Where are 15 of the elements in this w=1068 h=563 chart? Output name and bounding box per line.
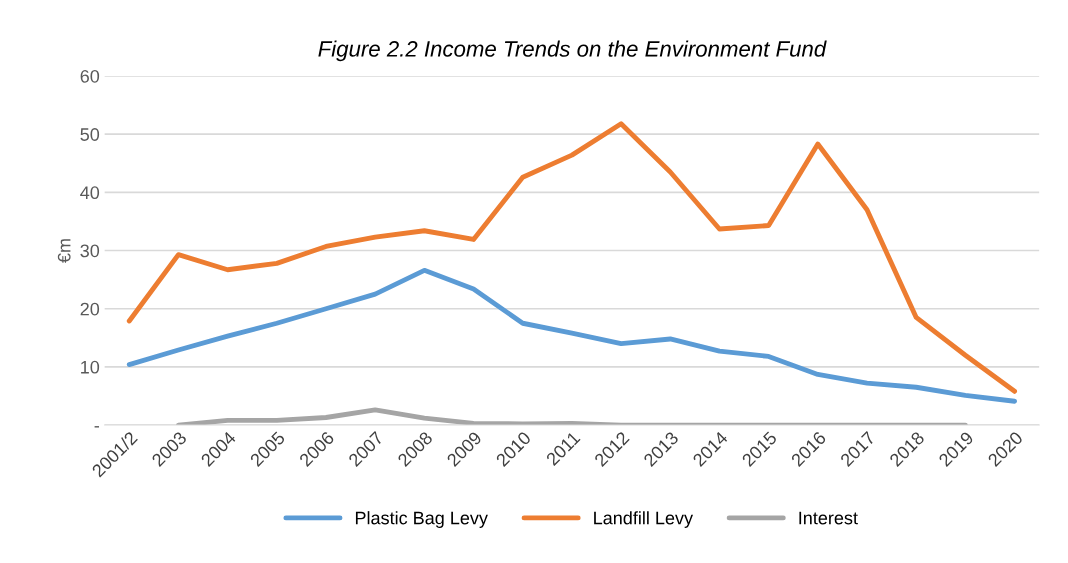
y-tick-label: 60 (80, 69, 100, 83)
line-series (126, 267, 1017, 404)
legend-label: Plastic Bag Levy (355, 511, 488, 528)
chart-title: Figure 2.2 Income Trends on the Environment Fund (318, 40, 827, 62)
y-tick-label: 30 (80, 244, 100, 258)
y-tick-label: 50 (80, 128, 100, 141)
line-series (176, 407, 968, 426)
legend-label: Interest (799, 511, 858, 525)
y-axis-title: €m (57, 239, 71, 263)
y-tick-label: 40 (80, 186, 100, 200)
y-tick-label: 10 (81, 360, 100, 374)
legend-label: Landfill Levy (594, 511, 694, 528)
line-series (126, 121, 1017, 394)
y-tick-label: 20 (80, 302, 100, 316)
y-tick-label: - (94, 426, 99, 428)
